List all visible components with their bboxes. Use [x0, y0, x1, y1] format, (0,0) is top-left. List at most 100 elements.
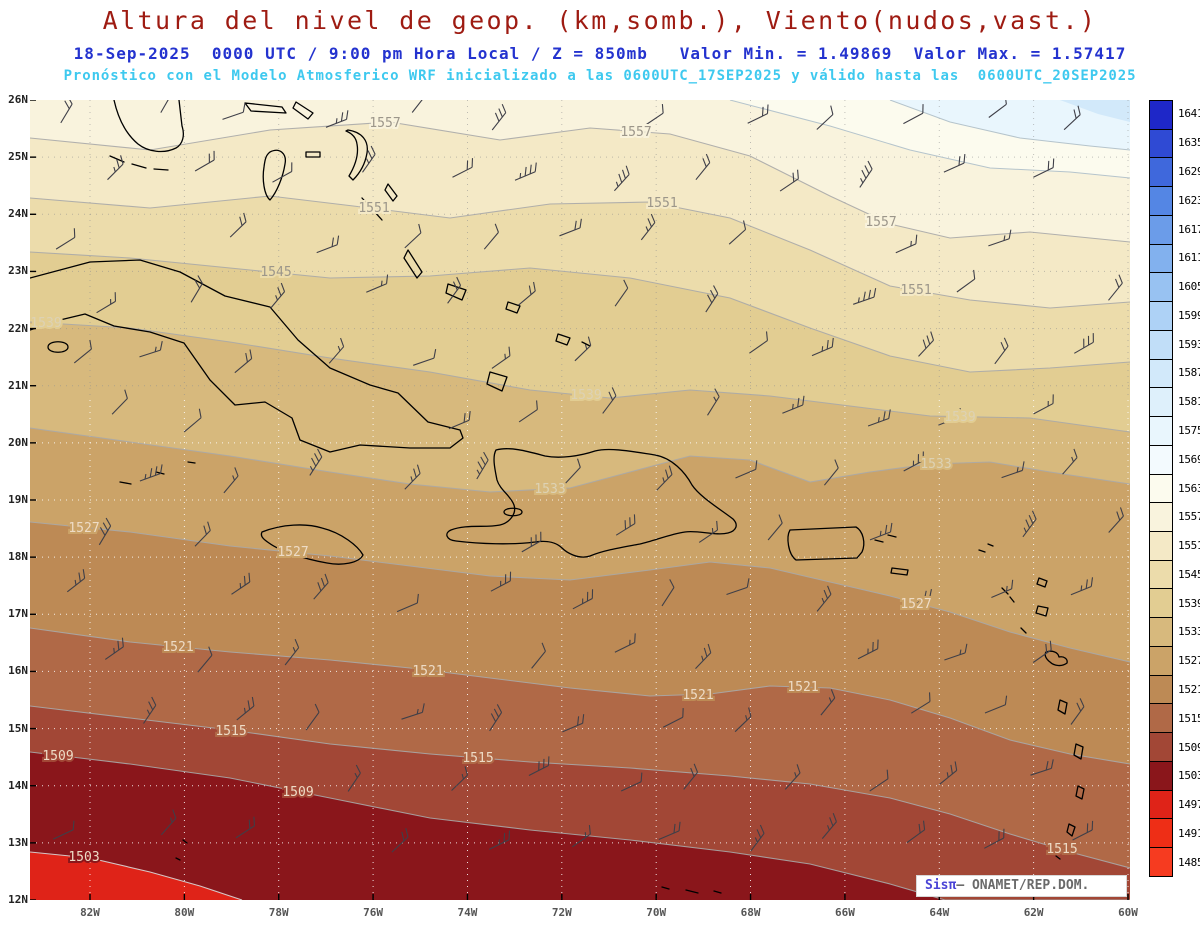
lon-label: 80W — [174, 906, 195, 919]
colorbar-label: 1521 — [1178, 683, 1200, 696]
colorbar-label: 1497 — [1178, 798, 1200, 812]
wind-barb — [779, 169, 799, 192]
subtitle-model: Pronóstico con el Modelo Atmosferico WRF… — [63, 68, 1137, 84]
wind-barb — [943, 153, 966, 173]
lat-label: 17N — [8, 607, 28, 621]
wind-barb — [906, 820, 926, 844]
colorbar — [1149, 100, 1173, 877]
watermark-org: – ONAMET/REP.DOM. — [956, 878, 1090, 893]
grid-lines — [30, 100, 1130, 900]
contour-label: 1509 — [282, 785, 313, 800]
page-title: Altura del nivel de geop. (km,somb.), Vi… — [102, 6, 1098, 35]
wind-barb — [234, 349, 253, 374]
contour-line — [30, 321, 1130, 433]
wind-barb — [1033, 394, 1054, 415]
contour-label: 1539 — [30, 316, 61, 331]
colorbar-label: 1617 — [1178, 222, 1200, 236]
wind-barb — [413, 349, 437, 366]
wind-barb — [939, 761, 958, 785]
lon-label: 68W — [740, 906, 761, 919]
wind-barb — [695, 153, 711, 181]
map-canvas: 1557 1557 1557 1551 1551 1551 1545 1539 1539 1539… — [30, 100, 1130, 900]
wind-barb — [747, 104, 769, 124]
wind-barb — [491, 346, 511, 369]
wind-barb — [1033, 158, 1055, 178]
wind-barb — [859, 160, 873, 188]
wind-barb — [1108, 507, 1124, 533]
coastline — [446, 448, 737, 558]
colorbar-label: 1551 — [1178, 539, 1200, 553]
wind-barb — [656, 465, 673, 491]
colorbar-cell — [1150, 674, 1172, 704]
colorbar-label: 1569 — [1178, 452, 1200, 466]
contour-line — [30, 195, 1130, 309]
wind-barb — [139, 340, 163, 358]
wind-barb — [313, 573, 329, 600]
wind-barb — [476, 451, 489, 480]
lon-label: 64W — [929, 906, 950, 919]
wind-barb — [531, 642, 546, 669]
contour-label: 1557 — [620, 125, 651, 140]
wind-barb — [396, 593, 419, 613]
lat-label: 22N — [8, 321, 28, 335]
wind-barbs — [53, 100, 1124, 853]
wind-barb — [483, 223, 499, 250]
wind-barb — [820, 689, 836, 716]
coastline — [503, 507, 523, 517]
coastline — [113, 100, 184, 153]
colorbar-cell — [1150, 387, 1172, 417]
contour-label: 1503 — [68, 850, 99, 865]
lon-label: 72W — [551, 906, 572, 919]
wind-barb — [988, 229, 1012, 247]
wind-barb — [236, 696, 255, 721]
wind-barb — [488, 830, 511, 850]
colorbar-cell — [1150, 186, 1172, 215]
wind-barb — [750, 824, 765, 852]
lat-label: 20N — [8, 435, 28, 449]
wind-barb — [767, 514, 783, 541]
wind-barb — [658, 821, 681, 841]
colorbar-cell — [1150, 732, 1172, 761]
wind-barb — [489, 704, 503, 732]
coastline — [787, 526, 865, 561]
contour-label: 1515 — [1046, 842, 1077, 857]
colorbar-cell — [1150, 789, 1172, 819]
wind-barb — [160, 809, 177, 836]
colorbar-cell — [1150, 444, 1172, 474]
wind-barb — [572, 589, 594, 610]
coastline — [244, 101, 591, 392]
wind-barb — [984, 828, 1005, 849]
contour-label: 1521 — [162, 640, 193, 655]
wind-barb — [229, 212, 247, 238]
wind-barb — [644, 104, 664, 126]
wind-barb — [994, 337, 1009, 365]
coastline — [119, 461, 196, 485]
wind-barb — [194, 150, 215, 172]
lat-label: 15N — [8, 721, 28, 735]
colorbar-label: 1587 — [1178, 366, 1200, 380]
colorbar-cell — [1150, 559, 1172, 589]
contour-label: 1527 — [900, 597, 931, 612]
colorbar-label: 1623 — [1178, 193, 1200, 207]
wind-barb — [1074, 333, 1094, 354]
lat-label: 14N — [8, 778, 28, 792]
wind-barb — [938, 408, 961, 426]
colorbar-cell — [1150, 617, 1172, 646]
contour-line — [30, 427, 1130, 493]
colorbar-cell — [1150, 101, 1172, 129]
contour-line — [729, 100, 1130, 179]
wind-barb — [698, 520, 718, 543]
lon-label: 62W — [1023, 906, 1044, 919]
wind-barb — [490, 571, 512, 592]
lat-label: 21N — [8, 378, 28, 392]
wind-barb — [559, 218, 582, 237]
wind-barb — [451, 766, 468, 791]
colorbar-cell — [1150, 358, 1172, 388]
colorbar-label: 1593 — [1178, 337, 1200, 351]
wind-barb — [571, 824, 591, 848]
wind-barb — [518, 281, 536, 306]
wind-barb — [683, 763, 699, 790]
contour-label: 1551 — [358, 201, 389, 216]
